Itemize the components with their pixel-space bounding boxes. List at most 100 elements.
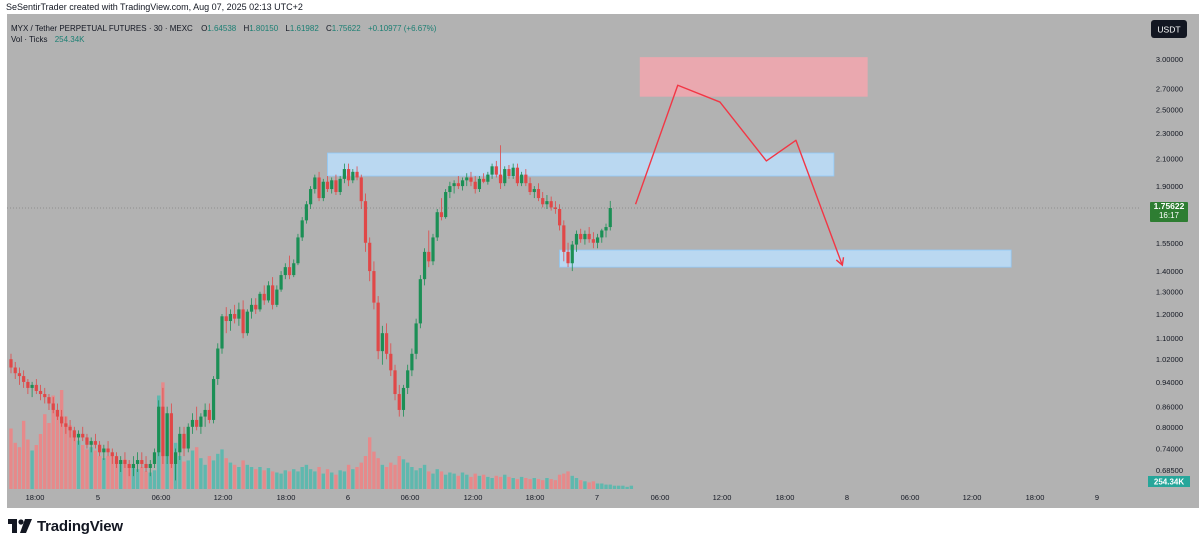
volume-bar: [355, 467, 359, 489]
candle-body: [330, 180, 334, 190]
candle-body: [524, 174, 528, 184]
candle-body: [317, 177, 321, 199]
x-tick-label: 06:00: [901, 493, 920, 502]
candle-body: [136, 460, 140, 464]
candle-body: [22, 376, 26, 382]
volume-bar: [608, 484, 612, 489]
projection-layer: [634, 84, 845, 267]
candle-body: [431, 237, 435, 262]
candle-body: [444, 192, 448, 218]
volume-bar: [131, 467, 136, 489]
candle: [431, 233, 435, 266]
candle: [494, 160, 498, 178]
candle-body: [460, 180, 465, 187]
volume-bar: [144, 471, 148, 489]
candle: [266, 281, 271, 303]
candle-body: [397, 394, 401, 410]
candle-body: [262, 293, 266, 301]
candle: [473, 176, 477, 194]
candle-body: [439, 212, 444, 218]
candle-body: [410, 353, 414, 371]
legend-change: +0.10977 (+6.67%): [368, 24, 437, 33]
zone-support[interactable]: [559, 249, 1012, 268]
projection-path[interactable]: [634, 84, 843, 266]
candle: [562, 220, 566, 262]
candle: [414, 318, 418, 360]
volume-bar: [43, 414, 47, 489]
candle: [418, 275, 422, 329]
candle: [351, 169, 355, 184]
candle: [262, 285, 266, 305]
zone-target[interactable]: [639, 57, 868, 97]
candle: [98, 441, 102, 457]
volume-bar: [186, 460, 190, 489]
candle: [161, 387, 165, 464]
candle: [148, 460, 152, 477]
candle-body: [363, 201, 368, 243]
volume-bar: [106, 456, 110, 489]
time-axis[interactable]: [7, 489, 1199, 508]
candle-body: [43, 394, 47, 398]
candle: [325, 176, 330, 193]
x-tick-label: 18:00: [776, 493, 795, 502]
candle: [279, 271, 283, 292]
candle-body: [89, 441, 93, 445]
legend-h-label: H: [243, 24, 249, 33]
volume-bar: [460, 472, 465, 489]
y-tick-label: 1.10000: [1156, 334, 1183, 343]
volume-bar: [51, 395, 55, 489]
volume-bar: [325, 469, 330, 489]
volume-bar: [93, 450, 98, 489]
candle-body: [72, 430, 76, 438]
candle-body: [228, 313, 233, 322]
candle: [309, 186, 313, 209]
candle-body: [342, 169, 346, 179]
candle: [574, 230, 579, 252]
candle-body: [296, 237, 300, 264]
candle-body: [123, 460, 127, 464]
y-tick-label: 0.86000: [1156, 403, 1183, 412]
candle: [579, 228, 583, 243]
candle: [553, 201, 557, 214]
candle-body: [477, 178, 482, 190]
volume-bar: [216, 453, 220, 489]
volume-bar: [127, 464, 131, 489]
projection-arrowhead: [835, 257, 845, 267]
volume-bar: [579, 480, 583, 489]
candle-body: [287, 267, 292, 276]
tradingview-brand[interactable]: TradingView: [8, 517, 123, 535]
volume-bar: [258, 467, 262, 489]
candle-body: [47, 397, 51, 404]
candle: [38, 384, 43, 401]
candle: [287, 255, 292, 280]
candle: [64, 416, 68, 434]
candle: [435, 208, 439, 241]
candle: [292, 259, 296, 278]
candle: [482, 173, 486, 184]
x-tick-label: 12:00: [963, 493, 982, 502]
currency-button[interactable]: USDT: [1151, 20, 1187, 38]
volume-bar: [346, 464, 351, 489]
legend-close: 1.75622: [332, 24, 361, 33]
volume-tag-value: 254.34K: [1154, 478, 1184, 487]
candle: [427, 230, 431, 268]
candle: [469, 171, 473, 187]
volume-bar: [55, 409, 60, 489]
bar-countdown: 16:17: [1159, 211, 1180, 220]
candle: [30, 381, 34, 398]
volume-bar: [435, 469, 439, 489]
volume-bar: [194, 447, 199, 489]
zone-resistance[interactable]: [327, 152, 835, 177]
price-axis[interactable]: [1140, 14, 1199, 489]
candle-body: [245, 311, 249, 334]
volume-bar: [114, 460, 119, 489]
volume-bar: [72, 437, 76, 489]
candle-body: [435, 212, 439, 238]
candle-body: [418, 279, 422, 324]
y-tick-label: 2.30000: [1156, 129, 1183, 138]
chart[interactable]: 3.00000 2.70000 2.50000 2.30000 2.10000 1.900…: [0, 14, 1199, 508]
volume-bar: [549, 479, 553, 489]
candle-body: [321, 181, 325, 199]
volume-bar: [9, 428, 13, 489]
volume-bar: [241, 460, 245, 489]
